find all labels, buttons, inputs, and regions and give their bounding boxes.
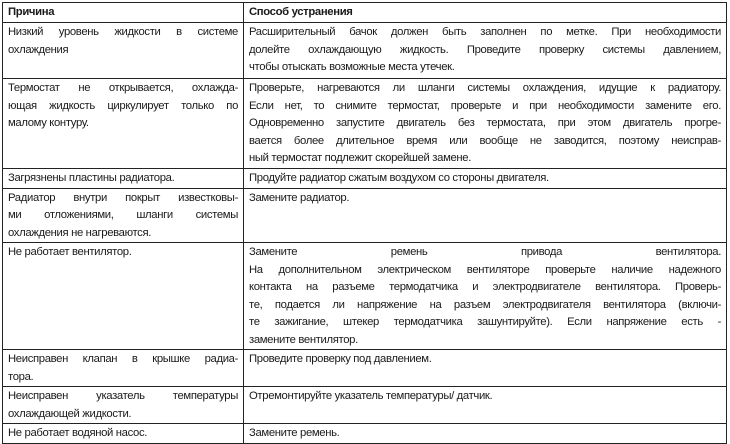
text-line: Проведите проверку под давлением. bbox=[249, 353, 432, 365]
remedy-cell: Замените ремень. bbox=[243, 423, 727, 444]
text-line: вается более длительное время или вообще… bbox=[249, 134, 721, 147]
table-row: Загрязнены пластины радиатора. Продуйте р… bbox=[2, 168, 727, 189]
text-line: замените вентилятор. bbox=[249, 333, 358, 346]
text-line: Термостат не открывается, охлажда- bbox=[8, 82, 238, 94]
remedy-cell: Замените радиатор. bbox=[243, 187, 727, 243]
text-line: Не работает вентилятор. bbox=[8, 246, 132, 258]
text-line: охлаждающей жидкости. bbox=[8, 407, 132, 420]
text-line: Продуйте радиатор сжатым воздухом со сто… bbox=[249, 172, 549, 184]
cause-cell: Радиатор внутри покрыт известковы-ми отл… bbox=[2, 187, 244, 243]
text-line: те, подается ли напряжение на разъем эле… bbox=[249, 298, 721, 311]
remedy-cell: Проверьте, нагреваются ли шланги системы… bbox=[243, 78, 727, 169]
table-row: Неисправен указатель температуры охлаждаю… bbox=[2, 386, 727, 424]
text-line: ми отложениями, шланги системы bbox=[8, 209, 238, 221]
text-line: Радиатор внутри покрыт известковы- bbox=[8, 191, 238, 204]
text-line: чтобы отыскать возможные места утечек. bbox=[249, 61, 455, 73]
text-line: Одновременно запустите двигатель без тер… bbox=[249, 117, 721, 129]
text-line: долейте охлаждающую жидкость. Проведите … bbox=[249, 43, 721, 56]
cause-cell: Неисправен указатель температуры охлаждаю… bbox=[2, 386, 244, 424]
text-line: малому контуру. bbox=[8, 117, 89, 129]
text-line: те зажигание, штекер термодатчика зашунт… bbox=[249, 316, 721, 328]
text-line: Неисправен указатель температуры bbox=[8, 390, 238, 402]
cause-cell: Низкий уровень жидкости в системе охлажде… bbox=[2, 22, 244, 79]
cause-cell: Загрязнены пластины радиатора. bbox=[2, 168, 244, 189]
remedy-cell: Отремонтируйте указатель температуры/ да… bbox=[243, 386, 727, 424]
text-line: Загрязнены пластины радиатора. bbox=[8, 172, 175, 184]
text-line: Замените ремень привода вентилятора. bbox=[249, 246, 721, 258]
cause-cell: Термостат не открывается, охлажда-ющая ж… bbox=[2, 78, 244, 169]
header-cause: Причина bbox=[2, 2, 244, 23]
text-line: Не работает водяной насос. bbox=[8, 427, 148, 439]
text-line: Низкий уровень жидкости в системе bbox=[8, 26, 238, 38]
table-row: Термостат не открывается, охлажда-ющая ж… bbox=[2, 78, 727, 169]
table-row: Радиатор внутри покрыт известковы-ми отл… bbox=[2, 187, 727, 243]
header-remedy: Способ устранения bbox=[243, 2, 727, 23]
text-line: Расширительный бачок должен быть заполне… bbox=[249, 26, 721, 38]
remedy-cell: Замените ремень привода вентилятора. На д… bbox=[243, 242, 727, 350]
table-row: Не работает вентилятор. Замените ремень п… bbox=[2, 242, 727, 350]
cause-cell: Не работает вентилятор. bbox=[2, 242, 244, 350]
text-line: Замените радиатор. bbox=[249, 191, 350, 204]
text-line: Если нет, то снимите термостат, проверьт… bbox=[249, 99, 721, 112]
text-line: Замените ремень. bbox=[249, 427, 340, 439]
table-row: Не работает водяной насос. Замените ремен… bbox=[2, 423, 727, 444]
text-line: охлаждения bbox=[8, 43, 69, 56]
cause-cell: Неисправен клапан в крышке радиа-тора. bbox=[2, 349, 244, 387]
text-line: охлаждения не нагреваются. bbox=[8, 226, 152, 239]
text-line: Проверьте, нагреваются ли шланги системы… bbox=[249, 82, 721, 94]
remedy-cell: Расширительный бачок должен быть заполне… bbox=[243, 22, 727, 79]
cause-cell: Не работает водяной насос. bbox=[2, 423, 244, 444]
table-row: Низкий уровень жидкости в системе охлажде… bbox=[2, 22, 727, 79]
text-line: тора. bbox=[8, 370, 34, 383]
text-line: На дополнительном электрическом вентилят… bbox=[249, 263, 721, 276]
text-line: ющая жидкость циркулирует только по bbox=[8, 99, 238, 112]
text-line: Отремонтируйте указатель температуры/ да… bbox=[249, 390, 493, 402]
remedy-cell: Продуйте радиатор сжатым воздухом со сто… bbox=[243, 168, 727, 189]
text-line: ный термостат подлежит скорейшей замене. bbox=[249, 152, 472, 164]
table-header-row: Причина Способ устранения bbox=[2, 2, 727, 23]
remedy-cell: Проведите проверку под давлением. bbox=[243, 349, 727, 387]
text-line: Неисправен клапан в крышке радиа- bbox=[8, 353, 238, 365]
table-row: Неисправен клапан в крышке радиа-тора. Пр… bbox=[2, 349, 727, 387]
text-line: контакта на разъеме термодатчика и элект… bbox=[249, 281, 721, 293]
